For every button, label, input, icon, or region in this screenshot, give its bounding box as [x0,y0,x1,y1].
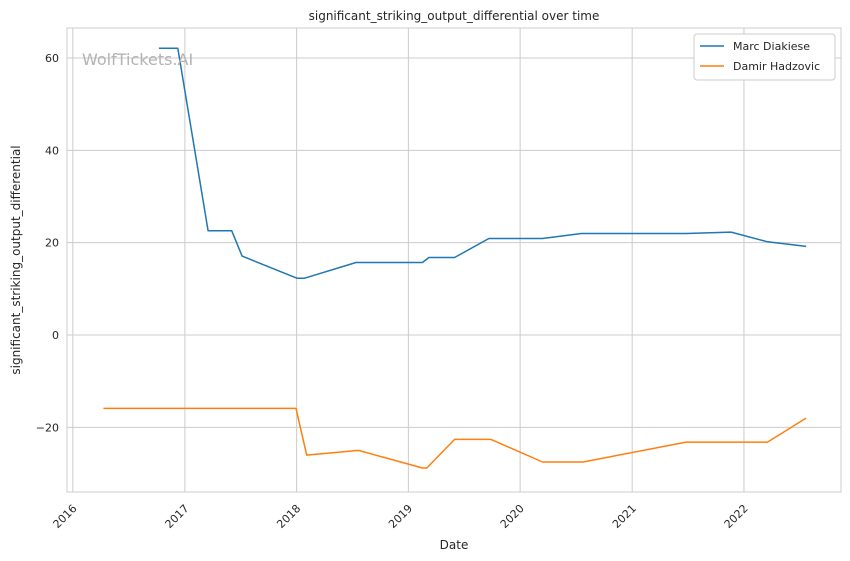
plot-background [67,28,841,492]
y-axis-title: significant_striking_output_differential [9,145,23,374]
y-tick-labels: −20 0 20 40 60 [36,52,59,434]
plot-frame [66,27,842,493]
y-tick-label: 20 [45,237,59,250]
watermark: WolfTickets.AI [82,50,193,69]
series-line-marc-diakiese [158,47,807,279]
x-tick-label: 2016 [51,502,80,531]
series-lines [103,47,807,469]
x-tick-label: 2017 [163,502,192,531]
chart-title: significant_striking_output_differential… [309,9,600,23]
y-tick-label: −20 [36,421,59,434]
x-tick-label: 2022 [722,502,751,531]
x-tick-label: 2020 [498,502,527,531]
x-tick-label: 2021 [610,502,639,531]
y-tick-label: 40 [45,144,59,157]
y-tick-label: 0 [52,329,59,342]
x-tick-labels: 2016 2017 2018 2019 2020 2021 2022 [51,502,751,531]
legend-label-damir-hadzovic: Damir Hadzovic [733,60,820,73]
x-axis-title: Date [440,538,469,552]
grid-lines [67,28,841,492]
legend-label-marc-diakiese: Marc Diakiese [733,40,810,53]
legend-box [693,33,836,81]
x-tick-label: 2018 [274,502,303,531]
legend: Marc Diakiese Damir Hadzovic [693,33,836,81]
x-tick-label: 2019 [386,502,415,531]
y-tick-label: 60 [45,52,59,65]
series-line-damir-hadzovic [103,407,807,469]
